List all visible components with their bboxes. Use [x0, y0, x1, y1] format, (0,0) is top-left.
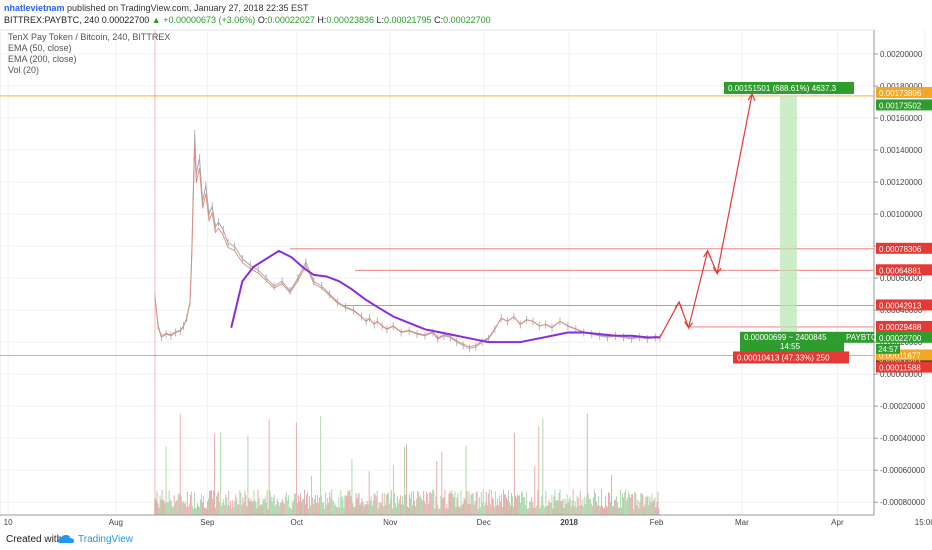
up-arrow-icon: ▲	[151, 15, 161, 25]
y-tick-label: 0.00160000	[880, 114, 923, 123]
open-value: 0.00022027	[267, 15, 315, 25]
ema200-line	[154, 145, 661, 348]
price-tag	[876, 349, 932, 361]
change-value: +0.00000673 (+3.06%)	[163, 15, 256, 25]
plot-background	[0, 29, 926, 516]
stop-box-text: 0.00010413 (47.33%) 250	[737, 353, 830, 362]
time-tag	[876, 343, 900, 354]
y-tick-label: 0.00200000	[880, 50, 923, 59]
time-tag-text: 24:57	[878, 345, 899, 354]
x-tick-label: Nov	[383, 518, 397, 527]
projection-arrowhead	[674, 300, 683, 310]
price-tag	[876, 299, 932, 311]
x-tick-label: Sep	[200, 518, 215, 527]
publish-text: published on TradingView.com, January 27…	[67, 3, 309, 13]
x-tick-label: 15:00	[915, 518, 932, 527]
chart-header: nhatlevietnam published on TradingView.c…	[0, 0, 932, 28]
symbol-tag-text: PAYBTC	[846, 333, 877, 342]
price-chart[interactable]: 10 Aug Sep Oct Nov Dec 2018 Feb Mar Apr 15:00 0.002…	[0, 28, 932, 530]
price-tag-text: 0.00029488	[879, 323, 922, 332]
price-tag	[876, 331, 932, 343]
price-tag-text: 0.00173806	[879, 89, 922, 98]
y-tick-label: -0.00040000	[880, 434, 925, 443]
footer: Created with TradingView	[0, 530, 932, 550]
legend-item: EMA (50, close)	[8, 43, 72, 53]
plot-area	[0, 29, 875, 516]
y-tick-label: 0.00120000	[880, 178, 923, 187]
projection-arrowhead	[703, 249, 712, 259]
price-tag	[876, 242, 932, 254]
chart-legend: TenX Pay Token / Bitcoin, 240, BITTREXEM…	[8, 32, 170, 75]
target-box-text: 0.00151501 (688.61%) 4637.3	[728, 84, 837, 93]
position-box	[740, 331, 844, 352]
y-tick-label: -0.00020000	[880, 402, 925, 411]
position-box-text: 0.00000699 ~ 2400845	[744, 333, 827, 342]
tradingview-brand-link[interactable]: TradingView	[78, 534, 134, 545]
price-series	[154, 92, 756, 353]
y-tick-label: 0.00060000	[880, 274, 923, 283]
x-tick-label: 2018	[560, 518, 578, 527]
tradingview-logo-icon	[58, 535, 74, 543]
low-value: 0.00021795	[384, 15, 432, 25]
price-tag	[876, 361, 932, 373]
price-tags: 0.00151501 (688.61%) 4637.3 0.00000699 ~ …	[724, 81, 932, 373]
created-with-text: Created with	[6, 534, 63, 545]
price-tag-text: 0.00011677	[879, 351, 921, 360]
price-tag	[876, 264, 932, 276]
price-tag-text: 0.00042913	[879, 301, 922, 310]
projection-path	[659, 93, 753, 338]
ema50-line	[230, 249, 660, 344]
price-tag	[876, 86, 932, 98]
x-tick-label: Feb	[650, 518, 664, 527]
x-tick-label: 10	[4, 518, 13, 527]
author-link[interactable]: nhatlevietnam	[4, 3, 65, 13]
x-tick-label: Aug	[109, 518, 123, 527]
ohlc-line: BITTREX:PAYBTC, 240 0.00022700 ▲ +0.0000…	[4, 14, 491, 26]
symbol-tag	[844, 331, 874, 343]
publish-line: nhatlevietnam published on TradingView.c…	[4, 2, 309, 14]
target-box	[724, 81, 854, 94]
price-tag	[876, 320, 932, 332]
x-tick-label: Oct	[291, 518, 304, 527]
x-tick-label: Dec	[477, 518, 491, 527]
x-tick-label: Mar	[735, 518, 749, 527]
legend-item: TenX Pay Token / Bitcoin, 240, BITTREX	[8, 32, 170, 42]
high-value: 0.00023836	[326, 15, 374, 25]
open-label: O:	[257, 15, 268, 25]
y-tick-label: 0.00000000	[880, 370, 923, 379]
target-zone	[780, 95, 797, 338]
y-tick-label: 0.00180000	[880, 82, 923, 91]
x-tick-label: Apr	[831, 518, 844, 527]
close-label: C:	[434, 15, 444, 25]
position-box-time: 14:55	[780, 342, 801, 351]
symbol-label: BITTREX:PAYBTC, 240	[4, 15, 100, 25]
y-tick-label: 0.00140000	[880, 146, 923, 155]
price-tag-text: 0.00173502	[879, 101, 922, 110]
volume-bars	[154, 413, 660, 515]
price-tag-text: 0.00078306	[879, 245, 922, 254]
price-tag	[876, 99, 932, 111]
y-tick-label: -0.00060000	[880, 466, 925, 475]
price-tag-text: 0.00011588	[879, 364, 921, 373]
y-tick-label: 0.00040000	[880, 306, 923, 315]
low-label: L:	[376, 15, 385, 25]
legend-item: Vol (20)	[8, 65, 39, 75]
price-tag-text: 0.00022700	[879, 334, 922, 343]
high-label: H:	[317, 15, 327, 25]
projection-arrowhead	[684, 321, 694, 329]
y-tick-label: -0.00080000	[880, 498, 925, 507]
close-value: 0.00022700	[443, 15, 491, 25]
price-tag-text: 0.00064881	[879, 266, 922, 275]
stop-box	[733, 351, 849, 364]
legend-item: EMA (200, close)	[8, 54, 77, 64]
projection-arrowhead	[712, 266, 722, 275]
last-price: 0.00022700	[101, 15, 150, 25]
y-tick-label: 0.00100000	[880, 210, 923, 219]
projection-arrowhead	[747, 92, 756, 102]
